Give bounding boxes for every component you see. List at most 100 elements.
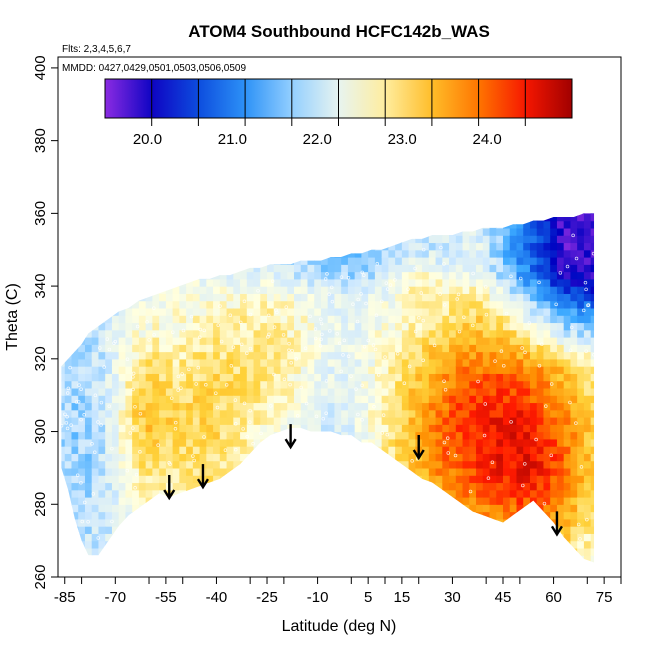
- heatmap-cell: [401, 373, 410, 382]
- heatmap-cell: [314, 562, 321, 570]
- heatmap-cell: [138, 257, 147, 265]
- heatmap-cell: [267, 387, 275, 396]
- heatmap-cell: [71, 271, 79, 280]
- heatmap-cell: [233, 402, 241, 411]
- heatmap-cell: [71, 322, 79, 331]
- heatmap-cell: [415, 555, 423, 563]
- heatmap-cell: [172, 504, 180, 513]
- sample-marker: [224, 383, 229, 387]
- heatmap-cell: [240, 329, 248, 338]
- heatmap-cell: [152, 511, 160, 520]
- heatmap-cell: [145, 271, 153, 280]
- sample-marker: [86, 519, 90, 524]
- heatmap-cell: [246, 366, 255, 374]
- heatmap-cell: [327, 271, 336, 280]
- heatmap-cell: [233, 380, 241, 389]
- heatmap-cell: [320, 242, 329, 251]
- heatmap-cell: [267, 540, 275, 549]
- heatmap-cell: [165, 278, 174, 287]
- heatmap-cell: [556, 380, 565, 389]
- heatmap-cell: [206, 315, 214, 324]
- heatmap-cell: [577, 511, 585, 520]
- heatmap-cell: [388, 489, 396, 498]
- heatmap-cell: [577, 235, 585, 244]
- heatmap-cell: [388, 235, 396, 244]
- heatmap-cell: [590, 235, 595, 244]
- heatmap-cell: [219, 395, 228, 404]
- heatmap-cell: [496, 489, 504, 498]
- heatmap-cell: [469, 286, 477, 294]
- heatmap-cell: [233, 220, 241, 229]
- heatmap-cell: [179, 453, 187, 462]
- heatmap-cell: [482, 555, 491, 563]
- heatmap-cell: [556, 329, 565, 338]
- heatmap-cell: [382, 562, 389, 570]
- heatmap-cell: [496, 264, 504, 273]
- heatmap-cell: [105, 293, 113, 302]
- heatmap-cell: [98, 453, 106, 462]
- heatmap-cell: [145, 540, 153, 549]
- heatmap-cell: [179, 366, 187, 374]
- heatmap-cell: [536, 329, 545, 338]
- heatmap-cell: [516, 497, 524, 505]
- heatmap-cell: [253, 242, 261, 251]
- heatmap-cell: [577, 300, 585, 309]
- heatmap-cell: [347, 533, 356, 542]
- heatmap-cell: [496, 424, 504, 433]
- heatmap-cell: [590, 431, 595, 440]
- heatmap-cell: [415, 286, 423, 294]
- heatmap-cell: [165, 373, 174, 382]
- heatmap-cell: [240, 518, 248, 527]
- heatmap-cell: [341, 395, 349, 404]
- heatmap-cell: [219, 402, 228, 411]
- heatmap-cell: [179, 446, 187, 454]
- heatmap-cell: [199, 504, 207, 513]
- heatmap-cell: [476, 395, 484, 404]
- heatmap-cell: [78, 329, 86, 338]
- heatmap-cell: [61, 213, 66, 214]
- heatmap-cell: [388, 518, 396, 527]
- heatmap-cell: [61, 453, 66, 462]
- heatmap-cell: [84, 227, 93, 236]
- heatmap-cell: [320, 540, 329, 549]
- heatmap-cell: [138, 438, 147, 447]
- heatmap-cell: [442, 278, 450, 287]
- heatmap-cell: [449, 475, 457, 484]
- heatmap-cell: [233, 497, 241, 505]
- heatmap-cell: [132, 329, 140, 338]
- heatmap-cell: [597, 272, 604, 280]
- heatmap-cell: [213, 453, 221, 462]
- heatmap-cell: [91, 511, 100, 520]
- heatmap-cell: [577, 307, 585, 316]
- heatmap-cell: [354, 417, 363, 425]
- heatmap-cell: [523, 257, 531, 265]
- heatmap-cell: [287, 271, 295, 280]
- heatmap-cell: [347, 271, 356, 280]
- heatmap-cell: [422, 540, 430, 549]
- heatmap-cell: [84, 540, 93, 549]
- sample-marker: [407, 364, 412, 369]
- heatmap-cell: [442, 307, 450, 316]
- heatmap-cell: [415, 322, 423, 331]
- heatmap-cell: [199, 278, 207, 287]
- heatmap-cell: [496, 271, 504, 280]
- heatmap-cell: [293, 373, 302, 382]
- heatmap-cell: [172, 380, 180, 389]
- heatmap-cell: [78, 446, 86, 454]
- heatmap-cell: [590, 453, 595, 462]
- heatmap-cell: [341, 220, 349, 229]
- heatmap-cell: [529, 213, 538, 214]
- heatmap-cell: [341, 351, 349, 360]
- heatmap-cell: [240, 526, 248, 534]
- heatmap-cell: [226, 504, 234, 513]
- heatmap-cell: [105, 460, 113, 469]
- heatmap-cell: [334, 344, 342, 353]
- heatmap-cell: [118, 424, 127, 433]
- heatmap-cell: [287, 489, 295, 498]
- heatmap-cell: [246, 278, 255, 287]
- heatmap-cell: [395, 475, 403, 484]
- heatmap-cell: [368, 395, 376, 404]
- sample-marker: [443, 387, 448, 392]
- heatmap-cell: [327, 351, 336, 360]
- heatmap-cell: [435, 402, 443, 411]
